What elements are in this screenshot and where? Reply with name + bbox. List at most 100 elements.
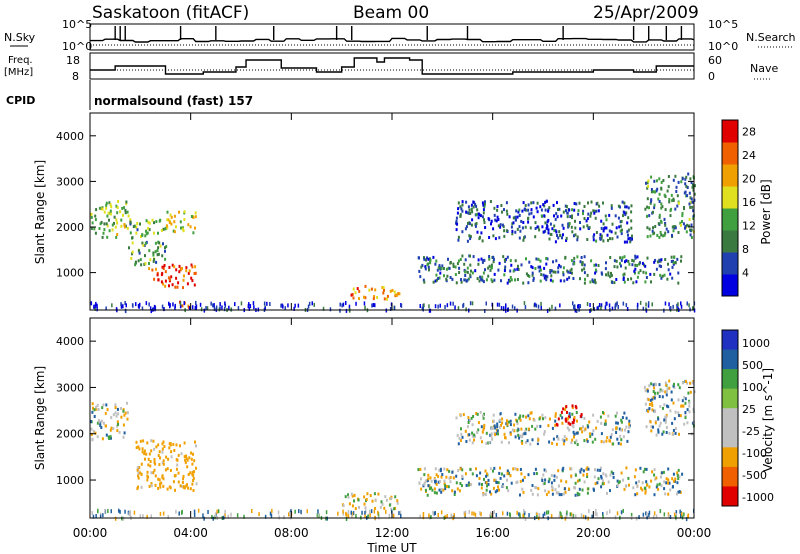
echo-cell xyxy=(660,258,663,262)
echo-cell xyxy=(142,514,144,519)
echo-cell xyxy=(137,474,140,478)
echo-cell xyxy=(557,236,560,240)
colorbar-tick-label: 12 xyxy=(742,220,756,233)
echo-cell xyxy=(219,302,221,307)
echo-cell xyxy=(619,224,622,228)
echo-cell xyxy=(499,223,502,227)
echo-cell xyxy=(674,207,677,211)
echo-cell xyxy=(493,206,496,210)
echo-cell xyxy=(496,208,499,212)
echo-cell xyxy=(497,485,499,489)
echo-cell xyxy=(620,428,623,432)
echo-cell xyxy=(109,435,112,439)
echo-cell xyxy=(609,473,612,477)
echo-cell xyxy=(490,434,493,438)
echo-cell xyxy=(683,191,686,195)
echo-cell xyxy=(617,216,620,220)
echo-cell xyxy=(172,442,175,446)
echo-cell xyxy=(422,278,425,282)
echo-cell xyxy=(172,229,175,233)
echo-cell xyxy=(652,383,655,387)
echo-cell xyxy=(514,278,516,282)
echo-cell xyxy=(561,515,563,520)
echo-cell xyxy=(584,427,587,431)
echo-cell xyxy=(626,230,629,234)
echo-cell xyxy=(200,307,203,312)
echo-cell xyxy=(591,280,594,284)
echo-cell xyxy=(509,276,512,279)
echo-cell xyxy=(493,213,496,217)
echo-cell xyxy=(639,300,642,305)
echo-cell xyxy=(297,303,300,308)
echo-cell xyxy=(195,482,198,486)
echo-cell xyxy=(566,410,568,414)
echo-cell xyxy=(611,428,614,432)
echo-cell xyxy=(673,417,676,421)
echo-cell xyxy=(612,475,615,479)
echo-cell xyxy=(524,429,527,433)
echo-cell xyxy=(148,302,150,307)
echo-cell xyxy=(594,437,597,441)
echo-cell xyxy=(458,271,461,274)
echo-cell xyxy=(672,479,675,483)
echo-cell xyxy=(530,488,533,492)
echo-cell xyxy=(492,419,495,423)
echo-cell xyxy=(554,306,557,311)
echo-cell xyxy=(653,206,656,210)
echo-cell xyxy=(484,226,487,229)
echo-cell xyxy=(637,271,640,275)
echo-cell xyxy=(456,433,459,437)
echo-cell xyxy=(500,423,502,427)
colorbar-swatch xyxy=(722,274,738,297)
echo-cell xyxy=(190,276,193,280)
echo-cell xyxy=(420,265,423,269)
echo-cell xyxy=(522,414,525,418)
echo-cell xyxy=(492,255,495,259)
echo-cell xyxy=(672,259,674,263)
echo-cell xyxy=(150,471,153,475)
echo-cell xyxy=(677,411,680,415)
freq-tick-top: 18 xyxy=(66,54,80,67)
echo-cell xyxy=(345,301,347,305)
echo-cell xyxy=(690,228,693,232)
echo-cell xyxy=(669,209,672,213)
echo-cell xyxy=(691,381,694,385)
echo-cell xyxy=(618,225,621,229)
echo-cell xyxy=(599,466,602,470)
echo-cell xyxy=(676,473,679,477)
echo-cell xyxy=(647,179,650,183)
echo-cell xyxy=(477,421,480,425)
echo-cell xyxy=(553,228,556,232)
echo-cell xyxy=(364,284,367,288)
echo-cell xyxy=(128,511,130,516)
echo-cell xyxy=(677,477,680,481)
echo-cell xyxy=(194,305,197,310)
echo-cell xyxy=(657,428,660,432)
echo-cell xyxy=(493,272,496,276)
echo-cell xyxy=(654,477,657,481)
echo-cell xyxy=(459,213,462,217)
echo-cell xyxy=(93,304,95,309)
echo-cell xyxy=(350,510,352,515)
echo-cell xyxy=(539,205,542,209)
echo-cell xyxy=(152,253,155,257)
echo-cell xyxy=(503,269,506,273)
colorbar-frame xyxy=(721,119,739,297)
noise-tick-top-right: 10^5 xyxy=(708,18,738,31)
echo-cell xyxy=(676,204,679,208)
echo-cell xyxy=(665,481,668,485)
echo-cell xyxy=(631,237,633,241)
echo-cell xyxy=(94,214,97,218)
freq-tick-bottom: 8 xyxy=(72,70,79,83)
echo-cell xyxy=(161,254,164,258)
echo-cell xyxy=(658,177,661,181)
echo-cell xyxy=(365,509,367,514)
echo-cell xyxy=(485,481,488,485)
echo-cell xyxy=(141,447,144,451)
echo-cell xyxy=(179,484,182,488)
echo-cell xyxy=(168,278,171,281)
echo-cell xyxy=(650,280,652,284)
echo-cell xyxy=(269,302,271,306)
echo-cell xyxy=(689,390,692,394)
